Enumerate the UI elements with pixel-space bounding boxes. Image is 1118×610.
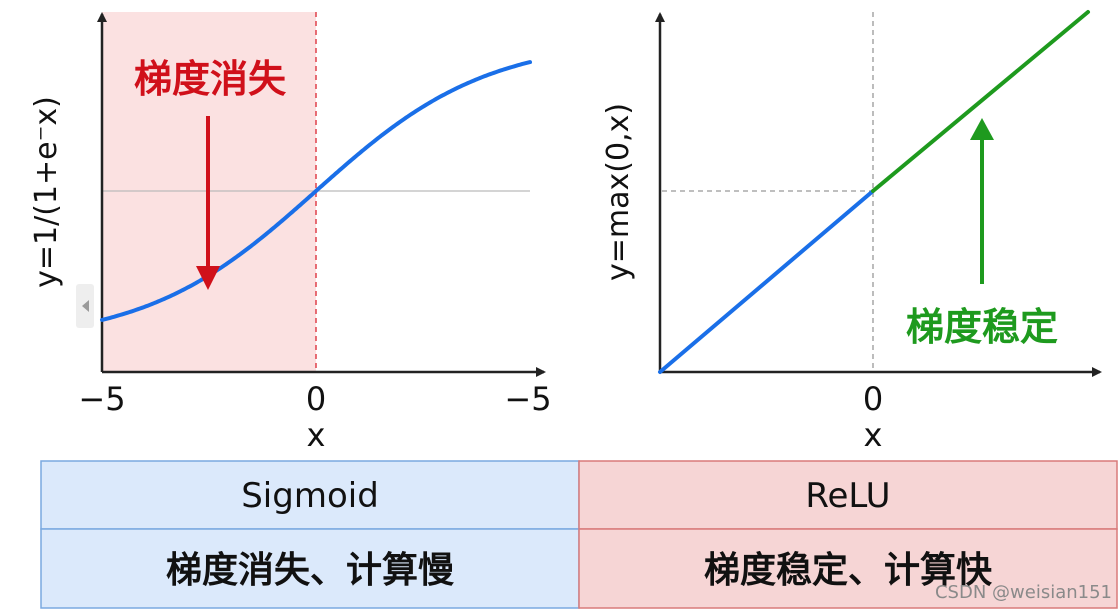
relu-summary: 梯度稳定、计算快 bbox=[704, 550, 993, 591]
sigmoid-summary: 梯度消失、计算慢 bbox=[166, 550, 454, 591]
x-tick-zero: 0 bbox=[863, 380, 883, 418]
x-axis-label: x bbox=[307, 416, 326, 454]
sigmoid-header-cell bbox=[40, 460, 580, 530]
relu-positive-segment bbox=[871, 10, 1090, 193]
relu-header-cell bbox=[578, 460, 1118, 530]
sigmoid-row-cell bbox=[40, 528, 580, 609]
sigmoid-header: Sigmoid bbox=[241, 476, 379, 516]
y-axis-label: y=1/(1+e⁻x) bbox=[29, 96, 64, 288]
chevron-left-icon bbox=[82, 300, 89, 312]
relu-annotation: 梯度稳定 bbox=[906, 305, 1058, 349]
down-arrow-icon bbox=[196, 116, 220, 290]
sigmoid-curve bbox=[100, 60, 532, 322]
relu-negative-segment bbox=[658, 189, 875, 374]
x-tick-zero: 0 bbox=[306, 380, 326, 418]
relu-panel: 梯度稳定 0 x y=max(0,x) bbox=[601, 10, 1102, 454]
sigmoid-annotation: 梯度消失 bbox=[134, 57, 287, 101]
watermark: CSDN @weisian151 bbox=[935, 582, 1112, 603]
relu-header: ReLU bbox=[805, 476, 890, 516]
relu-row-cell bbox=[578, 528, 1118, 609]
comparison-table: Sigmoid ReLU 梯度消失、计算慢 梯度稳定、计算快 bbox=[40, 460, 1118, 609]
sigmoid-panel: 梯度消失 −5 0 −5 x y=1/(1+e⁻x) bbox=[29, 12, 552, 454]
x-axis-label: x bbox=[864, 416, 883, 454]
x-tick-left: −5 bbox=[78, 380, 125, 418]
up-arrow-icon bbox=[970, 118, 994, 284]
x-tick-right: −5 bbox=[504, 380, 551, 418]
y-axis-label: y=max(0,x) bbox=[601, 103, 636, 281]
